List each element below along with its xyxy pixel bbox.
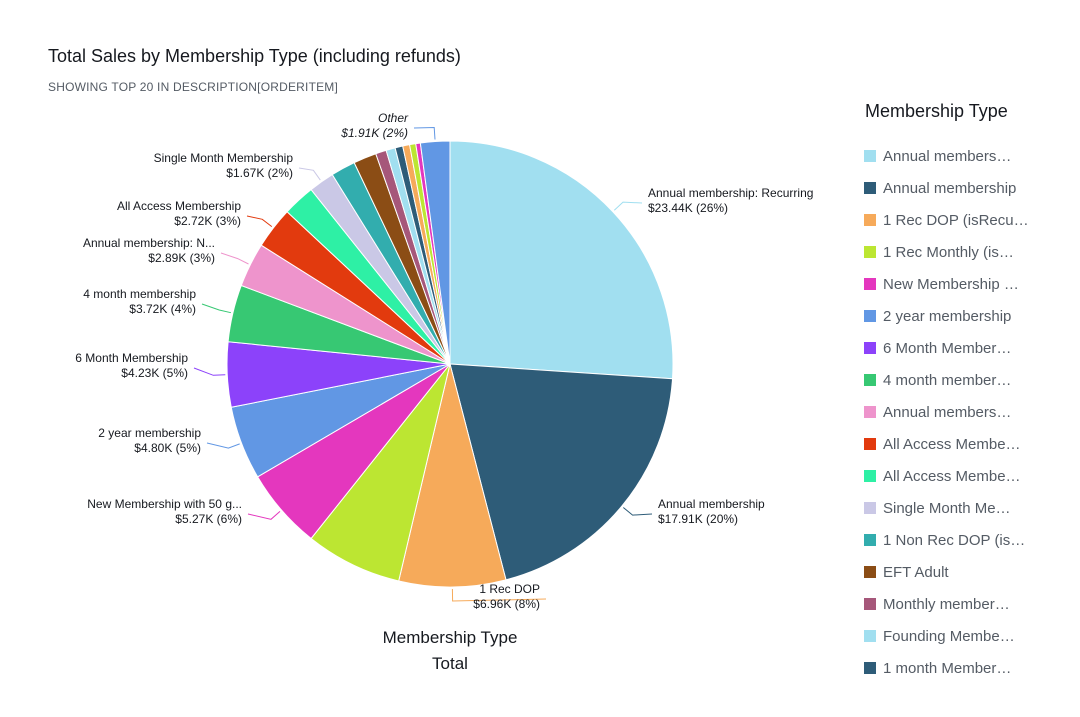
legend-item[interactable]: 6 Month Member… — [864, 332, 1074, 364]
slice-label-name-6-month-membership: 6 Month Membership — [75, 351, 188, 365]
legend-item[interactable]: 1 month Member… — [864, 652, 1074, 684]
slice-label-name-other: Other — [378, 111, 409, 125]
chart-subtitle: SHOWING TOP 20 IN DESCRIPTION[ORDERITEM] — [48, 80, 339, 94]
leader-line-6-month-membership — [193, 367, 226, 376]
slice-label-value-2-year-membership: $4.80K (5%) — [134, 441, 201, 455]
leader-line-annual-membership-recurring — [613, 201, 643, 211]
legend-item[interactable]: New Membership … — [864, 268, 1074, 300]
legend-swatch — [864, 182, 876, 194]
legend-item[interactable]: 1 Rec Monthly (is… — [864, 236, 1074, 268]
slice-label-name-new-membership-with-50-g: New Membership with 50 g... — [87, 497, 242, 511]
legend-item[interactable]: 2 year membership — [864, 300, 1074, 332]
legend-title: Membership Type — [865, 101, 1008, 121]
slice-label-name-annual-membership-recurring: Annual membership: Recurring — [648, 186, 813, 200]
slice-label-name-single-month-membership: Single Month Membership — [154, 151, 294, 165]
pie-slice-other[interactable] — [419, 140, 451, 365]
legend-label: Annual members… — [883, 403, 1012, 421]
legend-item[interactable]: 1 Rec DOP (isRecu… — [864, 204, 1074, 236]
slice-label-value-annual-membership-n: $2.89K (3%) — [148, 251, 215, 265]
leader-line-other — [413, 126, 436, 140]
leader-line-1-rec-dop — [451, 588, 547, 602]
legend-item[interactable]: Annual membership — [864, 172, 1074, 204]
leader-line-2-year-membership — [206, 442, 240, 449]
legend-item[interactable]: All Access Membe… — [864, 460, 1074, 492]
legend-label: 1 month Member… — [883, 659, 1012, 677]
legend-item[interactable]: Monthly member… — [864, 588, 1074, 620]
legend-label: New Membership … — [883, 275, 1019, 293]
legend-swatch — [864, 662, 876, 674]
legend-swatch — [864, 502, 876, 514]
legend-item[interactable]: Founding Membe… — [864, 620, 1074, 652]
legend-swatch — [864, 150, 876, 162]
chart-title: Total Sales by Membership Type (includin… — [48, 46, 461, 66]
slice-label-name-1-rec-dop: 1 Rec DOP — [479, 582, 540, 596]
legend-label: 1 Rec DOP (isRecu… — [883, 211, 1029, 229]
leader-line-new-membership-with-50-g — [247, 511, 281, 520]
slice-label-value-annual-membership-recurring: $23.44K (26%) — [648, 201, 728, 215]
leader-line-annual-membership-n — [220, 252, 249, 265]
legend-label: All Access Membe… — [883, 467, 1021, 485]
slice-label-name-annual-membership: Annual membership — [658, 497, 765, 511]
legend-item[interactable]: All Access Membe… — [864, 428, 1074, 460]
legend-swatch — [864, 246, 876, 258]
legend-swatch — [864, 598, 876, 610]
legend-item[interactable]: 1 Non Rec DOP (is… — [864, 524, 1074, 556]
pie-slice-annual-membership[interactable] — [449, 363, 674, 581]
legend-label: Annual membership — [883, 179, 1017, 197]
slice-label-name-2-year-membership: 2 year membership — [98, 426, 201, 440]
legend-item[interactable]: 4 month member… — [864, 364, 1074, 396]
legend-label: 1 Non Rec DOP (is… — [883, 531, 1026, 549]
legend-label: Founding Membe… — [883, 627, 1015, 645]
slice-label-name-annual-membership-n: Annual membership: N... — [83, 236, 215, 250]
legend-item[interactable]: Annual members… — [864, 396, 1074, 428]
slice-label-name-all-access-membership: All Access Membership — [117, 199, 241, 213]
legend-swatch — [864, 310, 876, 322]
leader-line-annual-membership — [622, 507, 653, 516]
slice-label-value-annual-membership: $17.91K (20%) — [658, 512, 738, 526]
legend-item[interactable]: Annual members… — [864, 140, 1074, 172]
legend-label: EFT Adult — [883, 563, 949, 581]
slice-label-value-other: $1.91K (2%) — [340, 126, 408, 140]
legend-swatch — [864, 630, 876, 642]
slice-label-value-6-month-membership: $4.23K (5%) — [121, 366, 188, 380]
leader-line-4-month-membership — [201, 303, 232, 314]
leader-line-all-access-membership — [246, 215, 273, 227]
center-label-line1: Membership Type — [382, 628, 518, 647]
slice-label-value-all-access-membership: $2.72K (3%) — [174, 214, 241, 228]
legend-label: Single Month Me… — [883, 499, 1011, 517]
slice-label-value-single-month-membership: $1.67K (2%) — [226, 166, 293, 180]
legend-swatch — [864, 374, 876, 386]
legend-swatch — [864, 470, 876, 482]
slice-label-value-1-rec-dop: $6.96K (8%) — [473, 597, 540, 611]
legend: Annual members… Annual membership 1 Rec DO… — [864, 140, 1074, 684]
legend-swatch — [864, 438, 876, 450]
legend-swatch — [864, 278, 876, 290]
legend-swatch — [864, 566, 876, 578]
legend-label: Annual members… — [883, 147, 1012, 165]
legend-swatch — [864, 342, 876, 354]
slice-label-value-new-membership-with-50-g: $5.27K (6%) — [175, 512, 242, 526]
legend-label: 6 Month Member… — [883, 339, 1012, 357]
legend-label: 1 Rec Monthly (is… — [883, 243, 1014, 261]
legend-label: All Access Membe… — [883, 435, 1021, 453]
legend-label: Monthly member… — [883, 595, 1010, 613]
pie-slice-1-rec-dop[interactable] — [398, 363, 507, 588]
legend-label: 4 month member… — [883, 371, 1012, 389]
slice-label-value-4-month-membership: $3.72K (4%) — [129, 302, 196, 316]
legend-item[interactable]: EFT Adult — [864, 556, 1074, 588]
legend-swatch — [864, 214, 876, 226]
pie-slice-annual-membership-recurring[interactable] — [449, 140, 674, 380]
legend-item[interactable]: Single Month Me… — [864, 492, 1074, 524]
leader-line-single-month-membership — [298, 167, 321, 181]
legend-label: 2 year membership — [883, 307, 1012, 325]
center-label-line2: Total — [432, 654, 468, 673]
slice-label-name-4-month-membership: 4 month membership — [83, 287, 196, 301]
legend-swatch — [864, 406, 876, 418]
legend-swatch — [864, 534, 876, 546]
pie-chart: Annual membership: Recurring$23.44K (26%… — [75, 111, 813, 611]
